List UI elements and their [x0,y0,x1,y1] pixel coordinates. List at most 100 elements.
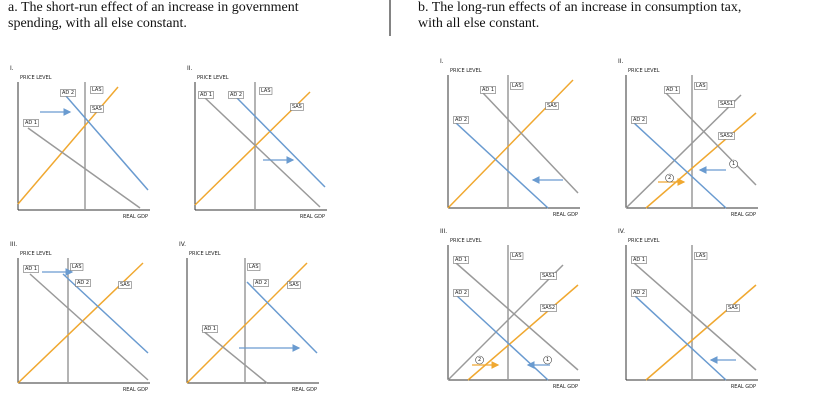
curve-label: LAS [696,83,706,89]
label-box [23,119,39,127]
y-axis-label: PRICE LEVEL [450,238,482,244]
y-axis-label: PRICE LEVEL [20,75,52,81]
label-box [453,289,469,297]
curve-label: SAS [120,282,130,288]
curve-label: SAS [292,104,302,110]
curve-label: SAS2 [542,305,555,311]
curve-label: AD 2 [62,90,74,96]
curve-label: SAS [289,282,299,288]
curve [447,264,564,381]
label-box [253,279,269,287]
x-axis-label: REAL GDP [123,387,148,393]
graph-numeral: III. [10,241,17,248]
graph: II. PRICE LEVEL REAL GDP AD 1 LAS SAS1 AD 2 SAS… [618,58,758,218]
curve-label: AD 1 [633,257,645,263]
label-box [631,256,647,264]
curve [633,262,757,371]
label-box [259,87,273,95]
curve-label: AD 2 [633,290,645,296]
curve-label: SAS1 [542,273,555,279]
curve [201,329,268,384]
x-axis-label: REAL GDP [731,212,756,218]
curve-label: AD 1 [455,257,467,263]
curve [455,122,549,209]
label-box [60,89,76,97]
curve-label: AD 1 [200,92,212,98]
y-axis-label: PRICE LEVEL [628,238,660,244]
graph: I. PRICE LEVEL REAL GDP AD 1 LAS SAS AD 2 [440,58,580,218]
label-box [664,86,680,94]
y-axis-label: PRICE LEVEL [197,75,229,81]
circled-number: 1 [546,357,549,363]
x-axis-label: REAL GDP [300,214,325,220]
curve-label: SAS2 [720,133,733,139]
curve [447,79,574,209]
label-box [726,304,740,312]
label-box [23,265,39,273]
curve [633,294,727,381]
y-axis-label: PRICE LEVEL [450,68,482,74]
label-circle [543,355,552,365]
x-axis-label: REAL GDP [553,384,578,390]
curve [455,294,549,381]
graph: IV.PRICE LEVEL REAL GDP LAS AD 2 SAS AD 1 [179,241,319,393]
curve [29,273,149,381]
label-box [198,91,214,99]
x-axis-label: REAL GDP [731,384,756,390]
label-box [453,256,469,264]
label-box [510,252,524,260]
label-box [694,252,708,260]
label-box [540,304,557,312]
x-axis-label: REAL GDP [123,214,148,220]
label-box [480,86,496,94]
label-box [247,263,261,271]
label-box [718,132,735,140]
curve-label: LAS [261,88,271,94]
x-axis-label: REAL GDP [292,387,317,393]
label-box [694,82,708,90]
curve [234,95,326,188]
curve [202,95,321,208]
label-box [228,91,244,99]
graph-numeral: I. [440,58,444,65]
circled-number: 2 [478,357,481,363]
graph-numeral: I. [10,65,14,72]
curve-label: LAS [512,253,522,259]
curve-label: AD 2 [77,280,89,286]
curve-label: AD 1 [25,266,37,272]
graph-numeral: IV. [179,241,186,248]
graph: II. PRICE LEVEL REAL GDP AD 1 AD 2 LAS SAS [187,65,327,220]
label-circle [729,159,738,169]
label-box [90,86,104,94]
x-axis-label: REAL GDP [553,212,578,218]
label-box [718,100,735,108]
label-box [453,116,469,124]
label-box [118,281,132,289]
curve-label: AD 1 [482,87,494,93]
curve-label: AD 1 [204,326,216,332]
curve [665,92,757,186]
panel-title: a. The short-run effect of an increase i… [8,0,299,31]
curve-label: LAS [696,253,706,259]
curve-label: LAS [72,264,82,270]
curve-label: AD 2 [455,290,467,296]
circled-number: 2 [668,175,671,181]
curve-label: SAS [547,103,557,109]
curve [194,91,311,206]
label-box [202,325,218,333]
label-box [290,103,304,111]
curve-label: AD 2 [255,280,267,286]
graph: III.PRICE LEVEL REAL GDP AD 1 LAS AD 2 SAS [10,241,150,393]
curve-label: SAS [728,305,738,311]
curve-label: LAS [512,83,522,89]
curve [62,273,149,354]
curve-label: LAS [249,264,259,270]
curve [27,127,141,209]
label-circle [665,173,674,183]
label-box [540,272,557,280]
curve [246,281,318,354]
curve [633,122,727,209]
curve [467,284,579,381]
